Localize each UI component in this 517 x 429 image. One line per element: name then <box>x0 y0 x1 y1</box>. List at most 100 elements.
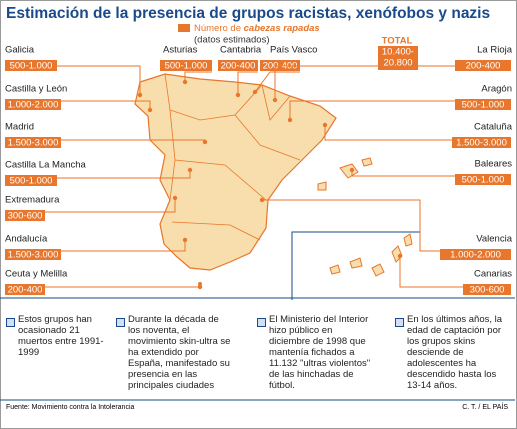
region-border <box>174 159 267 201</box>
legend-swatch <box>178 24 190 32</box>
range-box <box>455 60 511 71</box>
range-value: 1.500-3.000 <box>456 138 507 149</box>
connector <box>61 240 186 252</box>
region-name: Extremadura <box>5 195 60 206</box>
connector <box>237 71 258 95</box>
island <box>317 181 327 191</box>
connector <box>57 65 141 95</box>
connector <box>399 256 463 288</box>
range-box <box>218 60 258 71</box>
region-name: Aragón <box>481 84 512 95</box>
region-name: Ceuta y Melilla <box>5 269 68 280</box>
city-dot <box>172 195 178 201</box>
legend-em: cabezas rapadas <box>244 23 320 34</box>
range-box <box>455 174 511 185</box>
city-dot <box>287 117 293 123</box>
range-value: 1.500-3.000 <box>8 138 59 149</box>
range-box <box>5 249 61 260</box>
connector <box>262 199 440 252</box>
range-value: 500-1.000 <box>165 61 208 72</box>
region-border <box>234 114 301 161</box>
island <box>361 157 373 167</box>
city-dot <box>137 92 143 98</box>
range-box <box>455 99 511 110</box>
source: Fuente: Movimiento contra la Intoleranci… <box>6 404 135 411</box>
city-dot <box>349 167 355 173</box>
region-name: La Rioja <box>477 45 513 56</box>
island <box>403 233 413 247</box>
city-dot <box>197 284 203 290</box>
region-name: Madrid <box>5 122 34 133</box>
city-dot <box>259 197 265 203</box>
range-value: 200-400 <box>8 285 43 296</box>
range-box <box>440 249 511 260</box>
city-dot <box>202 139 208 145</box>
range-box <box>5 284 45 295</box>
legend-prefix: Número de <box>194 23 244 34</box>
connector <box>254 71 300 93</box>
note: Estos grupos han ocasionado 21 muertos e… <box>18 314 104 358</box>
region-name: Galicia <box>5 45 35 56</box>
city-dot <box>198 282 202 286</box>
range-value: 300-600 <box>8 211 43 222</box>
city-dot <box>322 122 328 128</box>
island <box>339 163 359 179</box>
connector <box>274 65 455 100</box>
note-bullet <box>6 318 15 327</box>
range-value: 1.500-3.000 <box>8 250 59 261</box>
range-value: 500-1.000 <box>462 100 505 111</box>
range-box <box>5 99 61 110</box>
spain-mainland <box>134 73 337 271</box>
city-dot <box>397 253 403 259</box>
note: El Ministerio del Interior hizo público … <box>269 314 371 391</box>
connector <box>61 100 151 110</box>
total-label: TOTAL <box>382 36 413 47</box>
note-bullet <box>116 318 125 327</box>
note-bullet <box>257 318 266 327</box>
region-name: Asturias <box>163 45 198 56</box>
legend-label: Número de cabezas rapadas <box>194 23 320 34</box>
city-dot <box>272 97 278 103</box>
range-value: 300-600 <box>470 285 505 296</box>
connector <box>57 170 191 179</box>
region-name: Baleares <box>475 159 513 170</box>
connector <box>184 71 212 82</box>
note-bullet <box>395 318 404 327</box>
city-dot <box>182 79 188 85</box>
range-box <box>452 137 511 148</box>
total-box <box>378 46 418 70</box>
region-name: Cantabria <box>220 45 262 56</box>
region-name: Valencia <box>476 234 512 245</box>
region-border <box>171 221 261 241</box>
total-value: 20.800 <box>383 58 412 69</box>
city-dot <box>235 92 241 98</box>
range-value: 500-1.000 <box>10 61 53 72</box>
range-box <box>5 137 61 148</box>
range-value: 200-400 <box>466 61 501 72</box>
connector <box>351 170 455 177</box>
range-box <box>5 60 57 71</box>
note: En los últimos años, la edad de captació… <box>407 314 503 391</box>
connector <box>289 100 455 120</box>
city-dot <box>187 167 193 173</box>
range-box <box>463 284 511 295</box>
range-box <box>160 60 212 71</box>
title: Estimación de la presencia de grupos rac… <box>6 5 490 22</box>
city-dot <box>147 107 153 113</box>
region-name: País Vasco <box>270 45 317 56</box>
range-value: 1.000-2.000 <box>8 100 59 111</box>
island <box>349 257 363 269</box>
range-value: 500-1.000 <box>462 175 505 186</box>
city-dot <box>182 237 188 243</box>
connector <box>324 125 452 141</box>
range-value: 200-400 <box>221 61 256 72</box>
region-border <box>261 84 291 121</box>
range-box <box>5 210 45 221</box>
region-border <box>164 73 263 121</box>
legend-note: (datos estimados) <box>194 35 270 46</box>
note: Durante la década de los noventa, el mov… <box>128 314 231 391</box>
credit: C. T. / EL PAÍS <box>462 402 508 411</box>
range-value: 1.000-2.000 <box>450 250 501 261</box>
region-name: Castilla y León <box>5 84 67 95</box>
